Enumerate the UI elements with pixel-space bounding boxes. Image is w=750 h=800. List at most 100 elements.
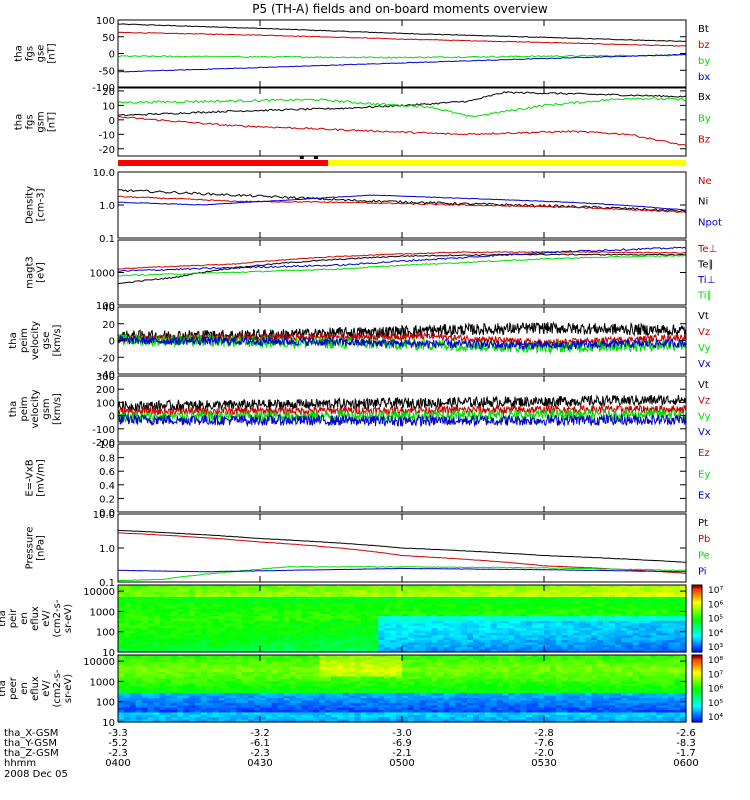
spectrogram-cell: [348, 705, 356, 709]
spectrogram-cell: [194, 657, 202, 661]
spectrogram-cell: [402, 637, 409, 641]
spectrogram-cell: [218, 710, 226, 714]
spectrogram-cell: [425, 678, 433, 682]
spectrogram-cell: [248, 606, 255, 610]
spectrogram-cell: [277, 710, 285, 714]
spectrogram-cell: [254, 613, 261, 617]
spectrogram-cell: [248, 690, 255, 694]
spectrogram-cell: [206, 644, 214, 648]
spectrogram-cell: [650, 620, 658, 624]
spectrogram-cell: [212, 637, 220, 641]
spectrogram-cell: [295, 640, 303, 644]
spectrogram-cell: [200, 683, 208, 687]
spectrogram-cell: [147, 693, 155, 697]
spectrogram-cell: [265, 666, 273, 670]
spectrogram-cell: [177, 594, 184, 598]
spectrogram-cell: [277, 705, 285, 709]
spectrogram-cell: [520, 604, 527, 608]
spectrogram-cell: [265, 700, 273, 704]
spectrogram-cell: [342, 620, 350, 624]
spectrogram-cell: [407, 592, 415, 596]
spectrogram-cell: [307, 714, 314, 718]
spectrogram-cell: [313, 698, 320, 702]
spectrogram-cell: [230, 606, 237, 610]
spectrogram-cell: [147, 589, 155, 593]
spectrogram-cell: [508, 681, 516, 685]
spectrogram-cell: [206, 585, 214, 588]
spectrogram-cell: [413, 604, 421, 608]
spectrogram-cell: [153, 616, 161, 620]
legend-entry: Ti⊥: [697, 275, 715, 286]
spectrogram-cell: [407, 683, 415, 687]
spectrogram-cell: [484, 705, 492, 709]
spectrogram-cell: [165, 642, 172, 646]
spectrogram-cell: [230, 637, 237, 641]
spectrogram-cell: [455, 637, 462, 641]
y-axis-label: E=-VxB: [25, 459, 36, 496]
spectrogram-cell: [419, 640, 427, 644]
spectrogram-cell: [147, 644, 155, 648]
spectrogram-cell: [242, 625, 249, 629]
spectrogram-cell: [419, 664, 427, 668]
spectrogram-cell: [390, 700, 397, 704]
spectrogram-cell: [396, 705, 403, 709]
spectrogram-cell: [212, 719, 220, 723]
spectrogram-cell: [218, 596, 226, 600]
spectrogram-cell: [271, 700, 279, 704]
spectrogram-cell: [141, 676, 149, 680]
spectrogram-cell: [165, 647, 172, 651]
spectrogram-cell: [514, 628, 521, 632]
spectrogram-cell: [396, 613, 403, 617]
spectrogram-cell: [319, 669, 326, 673]
spectrogram-cell: [123, 642, 131, 646]
spectrogram-cell: [212, 649, 220, 653]
spectrogram-cell: [579, 628, 587, 632]
spectrogram-cell: [212, 616, 220, 620]
spectrogram-cell: [490, 664, 498, 668]
series-line-blue: [117, 413, 687, 428]
spectrogram-cell: [514, 717, 521, 721]
spectrogram-cell: [141, 659, 149, 663]
spectrogram-cell: [348, 717, 356, 721]
spectrogram-cell: [467, 702, 474, 706]
spectrogram-cell: [455, 683, 462, 687]
spectrogram-cell: [129, 686, 137, 690]
spectrogram-cell: [390, 714, 397, 718]
spectrogram-cell: [425, 714, 433, 718]
spectrogram-cell: [662, 616, 669, 620]
spectrogram-cell: [295, 693, 303, 697]
spectrogram-cell: [502, 678, 510, 682]
spectrogram-cell: [301, 719, 308, 723]
spectrogram-cell: [236, 596, 243, 600]
spectrogram-cell: [248, 705, 255, 709]
spectrogram-cell: [354, 671, 362, 675]
spectrogram-cell: [514, 642, 521, 646]
spectrogram-cell: [366, 702, 374, 706]
spectrogram-cell: [313, 686, 320, 690]
colorbar-step: [692, 621, 702, 625]
spectrogram-cell: [478, 606, 486, 610]
spectrogram-cell: [419, 659, 427, 663]
spectrogram-cell: [585, 628, 592, 632]
spectrogram-cell: [437, 594, 445, 598]
spectrogram-cell: [141, 594, 149, 598]
spectrogram-cell: [455, 589, 462, 593]
spectrogram-cell: [455, 690, 462, 694]
spectrogram-cell: [650, 637, 658, 641]
spectrogram-cell: [396, 616, 403, 620]
spectrogram-cell: [396, 647, 403, 651]
spectrogram-cell: [265, 702, 273, 706]
spectrogram-cell: [615, 601, 622, 605]
spectrogram-cell: [135, 664, 143, 668]
spectrogram-cell: [626, 594, 634, 598]
spectrogram-cell: [218, 585, 226, 588]
spectrogram-cell: [200, 644, 208, 648]
spectrogram-cell: [277, 681, 285, 685]
spectrogram-cell: [384, 628, 391, 632]
spectrogram-cell: [443, 693, 450, 697]
spectrogram-cell: [218, 683, 226, 687]
spectrogram-cell: [490, 606, 498, 610]
spectrogram-cell: [218, 702, 226, 706]
spectrogram-cell: [644, 596, 652, 600]
spectrogram-cell: [378, 630, 385, 634]
